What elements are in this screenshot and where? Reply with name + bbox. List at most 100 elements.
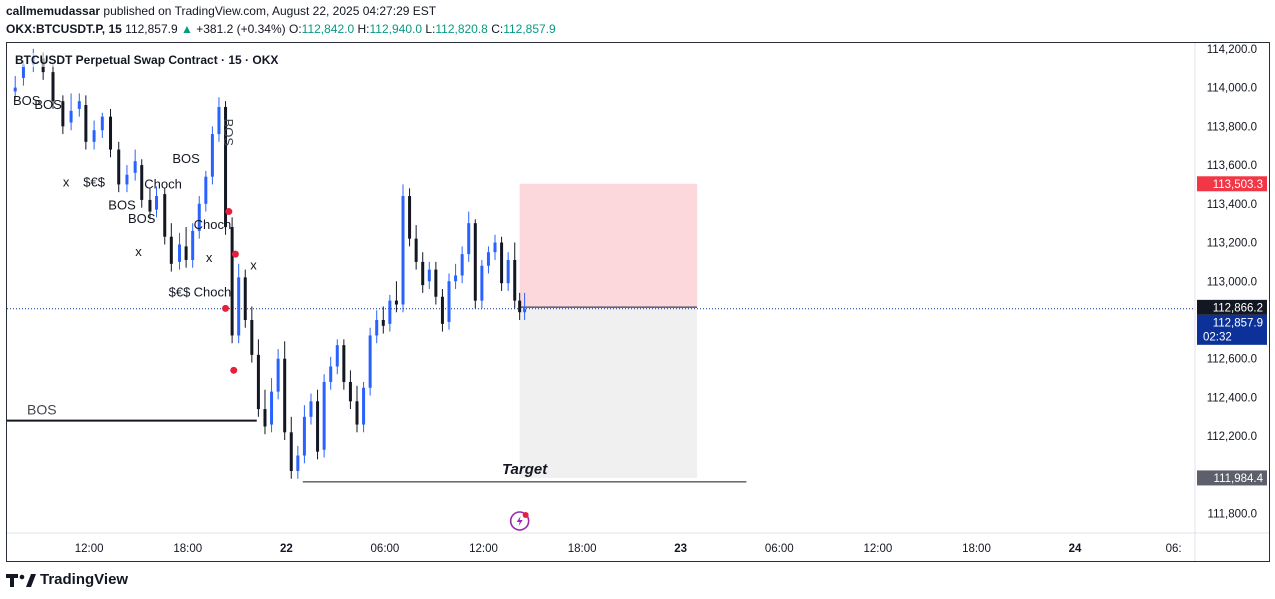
price-axis-tick: 113,800.0: [1207, 121, 1257, 133]
time-axis-tick: 18:00: [173, 543, 202, 555]
candle-up: [506, 259, 510, 284]
candle-down: [289, 432, 293, 472]
price-axis-tick: 114,000.0: [1207, 83, 1257, 95]
price-axis-tick: 113,400.0: [1207, 199, 1257, 211]
candle-down: [184, 246, 188, 260]
stop-price-tag: 113,503.3: [1213, 179, 1263, 191]
current-price-tag-bg: [1197, 314, 1267, 345]
chart-annotation: $€$: [169, 285, 191, 300]
close-value: 112,857.9: [503, 22, 556, 36]
pivot-marker: [230, 366, 238, 374]
candle-up: [302, 416, 306, 456]
chart-annotation: x: [250, 258, 257, 273]
time-axis-tick: 23: [674, 543, 687, 555]
open-value: 112,842.0: [301, 22, 355, 36]
chart-annotation: x: [63, 174, 70, 189]
high-label: H:: [357, 22, 370, 36]
candle-up: [335, 345, 339, 367]
candle-down: [355, 401, 359, 425]
price-axis-tick: 113,000.0: [1207, 276, 1257, 288]
candle-up: [454, 275, 458, 282]
lightning-icon: [516, 516, 523, 526]
candle-down: [109, 116, 113, 150]
time-axis-tick: 18:00: [568, 543, 597, 555]
target-price-tag: 111,984.4: [1214, 473, 1264, 485]
candle-down: [169, 236, 173, 264]
candle-down: [243, 277, 247, 320]
bos-annotation-vertical: BOS: [221, 119, 236, 147]
candle-down: [140, 165, 144, 200]
pivot-marker: [222, 304, 230, 312]
low-value: 112,820.8: [435, 22, 488, 36]
price-axis-tick: 112,400.0: [1207, 392, 1257, 404]
candle-up: [191, 230, 195, 260]
candle-up: [204, 176, 208, 204]
candle-down: [117, 149, 121, 185]
candle-up: [388, 300, 392, 324]
candle-down: [61, 101, 65, 127]
candle-up: [296, 455, 300, 472]
candle-up: [133, 161, 137, 173]
candle-up: [362, 387, 366, 425]
time-axis-tick: 12:00: [469, 543, 498, 555]
chart-annotation: Choch: [144, 176, 182, 191]
ohlc-legend: OKX:BTCUSDT.P, 15 112,857.9 ▲ +381.2 (+0…: [6, 22, 556, 36]
entry-price-tag: 112,866.2: [1213, 302, 1263, 314]
chart-annotation: $€$: [83, 174, 105, 189]
candle-up: [270, 391, 274, 425]
price-axis-tick: 111,800.0: [1208, 509, 1257, 521]
candle-down: [84, 105, 88, 142]
candle-up: [92, 130, 96, 142]
chart-annotation: BOS: [108, 198, 136, 213]
current-price-tag-countdown: 02:32: [1203, 331, 1232, 343]
high-value: 112,940.0: [369, 22, 423, 36]
time-axis-tick: 06:: [1166, 543, 1182, 555]
candle-down: [408, 196, 412, 239]
price-axis-tick: 112,600.0: [1207, 354, 1257, 366]
candle-down: [224, 106, 228, 228]
time-axis-tick: 18:00: [962, 543, 991, 555]
stop-price-tag-bg: [1197, 176, 1267, 192]
tradingview-logo-icon[interactable]: [6, 572, 36, 588]
candle-up: [237, 277, 241, 336]
entry-price-tag-bg: [1197, 299, 1267, 315]
candle-up: [125, 174, 129, 185]
target-price-tag-bg: [1197, 470, 1267, 486]
price-axis-tick: 112,200.0: [1207, 431, 1257, 443]
last-price: 112,857.9: [125, 22, 178, 36]
chart-annotation: Choch: [194, 285, 232, 300]
candle-up: [100, 116, 104, 131]
publish-text: published on TradingView.com, August 22,…: [103, 4, 437, 18]
candle-down: [263, 409, 267, 427]
price-axis-tick: 113,200.0: [1207, 238, 1257, 250]
candle-down: [500, 242, 504, 284]
candle-up: [427, 269, 431, 282]
current-price-tag: 112,857.9: [1213, 317, 1263, 329]
candle-down: [434, 269, 438, 297]
candle-up: [197, 203, 201, 231]
candle-up: [322, 381, 326, 450]
candle-down: [381, 319, 385, 326]
candle-down: [440, 296, 444, 324]
chart-panel[interactable]: BOS Target BOS BOS x $€$ Choch BOS BOS x BOS Choch x…: [6, 42, 1270, 562]
chart-annotation: BOS: [172, 151, 200, 166]
candle-up: [523, 308, 527, 313]
candle-down: [421, 261, 425, 286]
chart-annotation: Choch: [194, 217, 232, 232]
bos-line-label: BOS: [27, 402, 57, 418]
candle-up: [77, 101, 81, 109]
author-name[interactable]: callmemudassar: [6, 4, 101, 18]
candle-up: [276, 358, 280, 392]
candle-down: [163, 194, 167, 237]
candle-down: [414, 238, 418, 262]
footer-brand[interactable]: TradingView: [40, 571, 129, 588]
candle-down: [283, 358, 287, 433]
price-axis-tick: 113,600.0: [1207, 160, 1257, 172]
price-axis-tick: 114,200.0: [1207, 44, 1257, 56]
symbol-label[interactable]: OKX:BTCUSDT.P, 15: [6, 22, 122, 36]
publish-info: callmemudassar published on TradingView.…: [6, 4, 436, 18]
open-label: O:: [288, 22, 302, 36]
candle-down: [342, 345, 346, 382]
time-axis-tick: 22: [280, 543, 293, 555]
